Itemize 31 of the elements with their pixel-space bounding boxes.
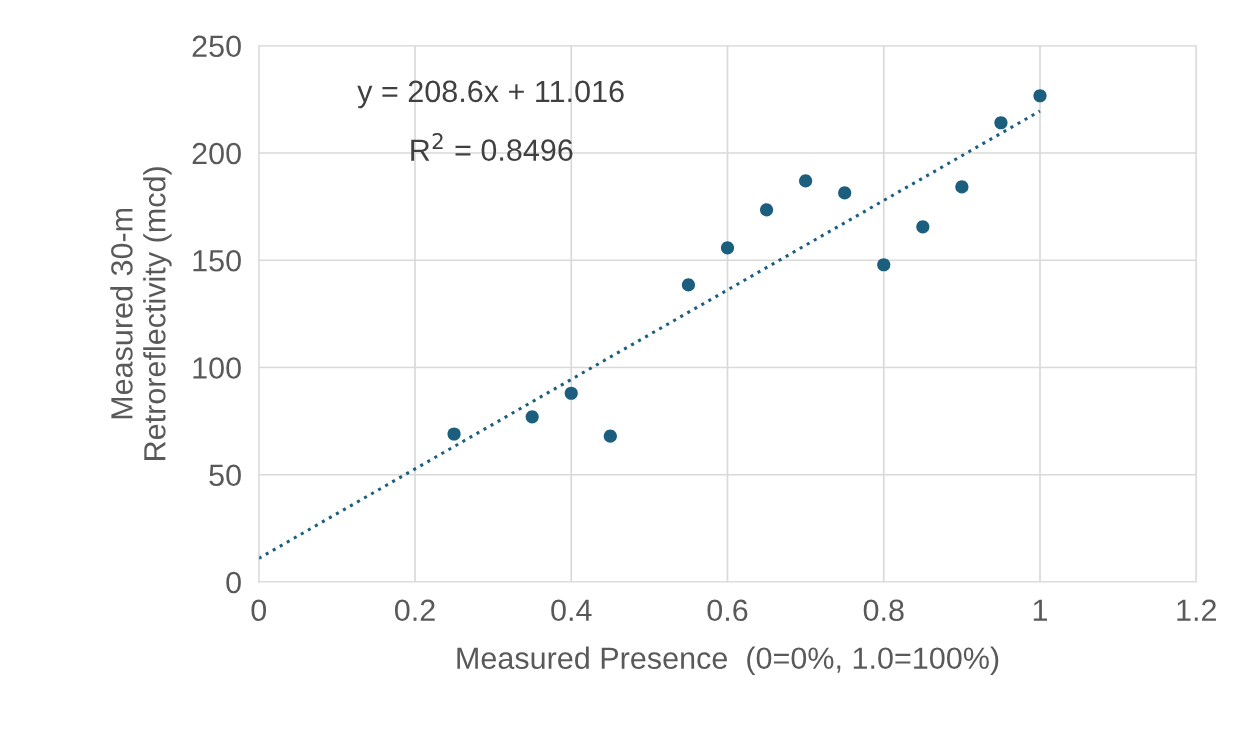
point bbox=[525, 410, 539, 424]
y-tick-label: 50 bbox=[209, 464, 241, 487]
point bbox=[603, 429, 617, 443]
point bbox=[916, 220, 930, 234]
y-tick-label: 150 bbox=[193, 249, 241, 272]
x-tick-label: 0 bbox=[251, 599, 267, 622]
y-tick-label: 100 bbox=[193, 357, 241, 379]
x-tick-label: 0.4 bbox=[551, 599, 592, 622]
point bbox=[1033, 89, 1047, 103]
x-axis-title: Measured Presence (0=0%, 1.0=100%) bbox=[457, 646, 999, 676]
point bbox=[877, 258, 891, 272]
y-axis-title: Measured 30-m Retroreflectivity (mcd) bbox=[110, 167, 172, 460]
x-tick-label: 0.6 bbox=[707, 599, 748, 622]
y-tick-label: 200 bbox=[192, 142, 241, 165]
point bbox=[759, 203, 774, 217]
x-tick-label: 0.8 bbox=[863, 599, 904, 622]
point bbox=[838, 186, 852, 200]
point bbox=[720, 241, 735, 255]
point bbox=[564, 386, 578, 400]
x-tick-label: 0.2 bbox=[394, 599, 435, 622]
annotation: R$^{2}$ = 0.8496 bbox=[411, 133, 573, 161]
point bbox=[447, 427, 461, 441]
x-tick-label: 1 bbox=[1033, 599, 1048, 621]
y-tick-label: 250 bbox=[192, 35, 241, 58]
y-tick-label: 0 bbox=[226, 571, 241, 594]
x-tick-label: 1.2 bbox=[1177, 599, 1216, 621]
point bbox=[994, 116, 1008, 130]
point bbox=[955, 180, 969, 194]
point bbox=[681, 278, 696, 292]
point bbox=[799, 174, 813, 188]
annotation: y = 208.6x + 11.016 bbox=[357, 80, 624, 109]
